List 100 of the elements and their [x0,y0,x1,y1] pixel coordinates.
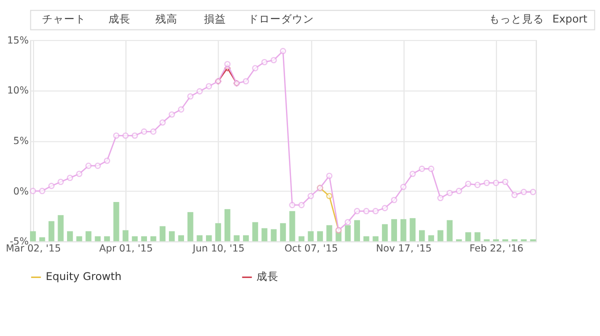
y-tick-label: 15% [7,35,29,46]
bar [76,236,82,242]
bar [438,230,444,242]
point [326,192,332,200]
bar [382,224,388,242]
bar [252,222,258,242]
point [159,119,166,126]
bar [67,231,73,242]
bar [187,212,194,242]
point [132,132,138,139]
point [261,58,268,66]
point [344,219,351,226]
bar [39,237,46,242]
bar [465,232,472,242]
bar [262,228,268,242]
point [502,178,508,186]
point [104,158,110,164]
bar [428,235,434,242]
bar [132,236,138,242]
point [76,170,82,178]
point [363,208,370,214]
bar [326,225,332,242]
point [252,65,258,72]
point [372,208,379,214]
text: ドローダウン [248,12,314,26]
bar [141,236,147,242]
bar [234,235,240,242]
point [390,196,398,204]
point [242,78,250,84]
x-tick-label: Nov 17, '15 [376,243,432,254]
bar [122,230,128,242]
y-tick-label: 10% [7,86,29,97]
bar [372,236,379,242]
point [196,88,203,94]
y-tick-label: 5% [13,136,29,148]
point [48,182,55,190]
point [58,178,64,186]
text: Export [552,12,588,26]
bar [289,211,296,242]
x-tick-label: Apr 01, '15 [99,243,153,254]
bar [418,230,425,242]
bar [215,223,222,242]
point [511,192,518,198]
point [66,174,74,182]
bar [280,223,286,242]
x-tick-label: Mar 02, '15 [6,243,61,254]
point [30,188,36,194]
point [187,93,194,100]
bar [48,221,54,242]
bar [150,236,156,242]
point [308,192,314,200]
point [409,170,416,178]
text: チャート [42,12,86,26]
bar [58,215,64,242]
point [520,188,527,196]
x-tick-label: Oct 07, '15 [284,243,338,254]
bar [94,236,101,242]
point [39,188,46,194]
bar [113,202,120,242]
point [530,188,536,196]
point [224,60,231,68]
point [289,202,296,208]
legend-label: 成長 [256,270,279,284]
bar [446,220,453,242]
x-tick-label: Feb 22, '16 [470,243,524,254]
point [446,190,453,196]
bar [410,218,416,242]
legend-label: Equity Growth [46,270,122,284]
bar [363,236,370,242]
point [354,208,360,214]
point [326,172,332,180]
bar [474,232,480,242]
point [400,184,407,190]
point [428,166,434,172]
point [437,194,444,202]
x-tick-label: Jun 10, '15 [192,243,245,254]
bar [243,235,249,242]
point [270,56,277,64]
bar [178,235,184,242]
bar [317,231,323,242]
point [206,83,212,90]
text: 成長 [108,12,131,26]
point [418,166,426,172]
point [122,132,129,139]
bar [344,225,351,242]
point [85,162,92,169]
bar [224,209,230,242]
point [298,202,305,208]
bar [196,235,203,242]
text: もっと見る [488,12,544,26]
point [382,204,388,212]
point [168,111,176,118]
y-tick-label: 0% [13,186,29,198]
bar [206,235,212,242]
point [465,180,472,188]
text: 損益 [204,12,226,26]
point [113,132,120,139]
point [280,48,286,54]
point [474,182,481,188]
bar [30,231,36,242]
